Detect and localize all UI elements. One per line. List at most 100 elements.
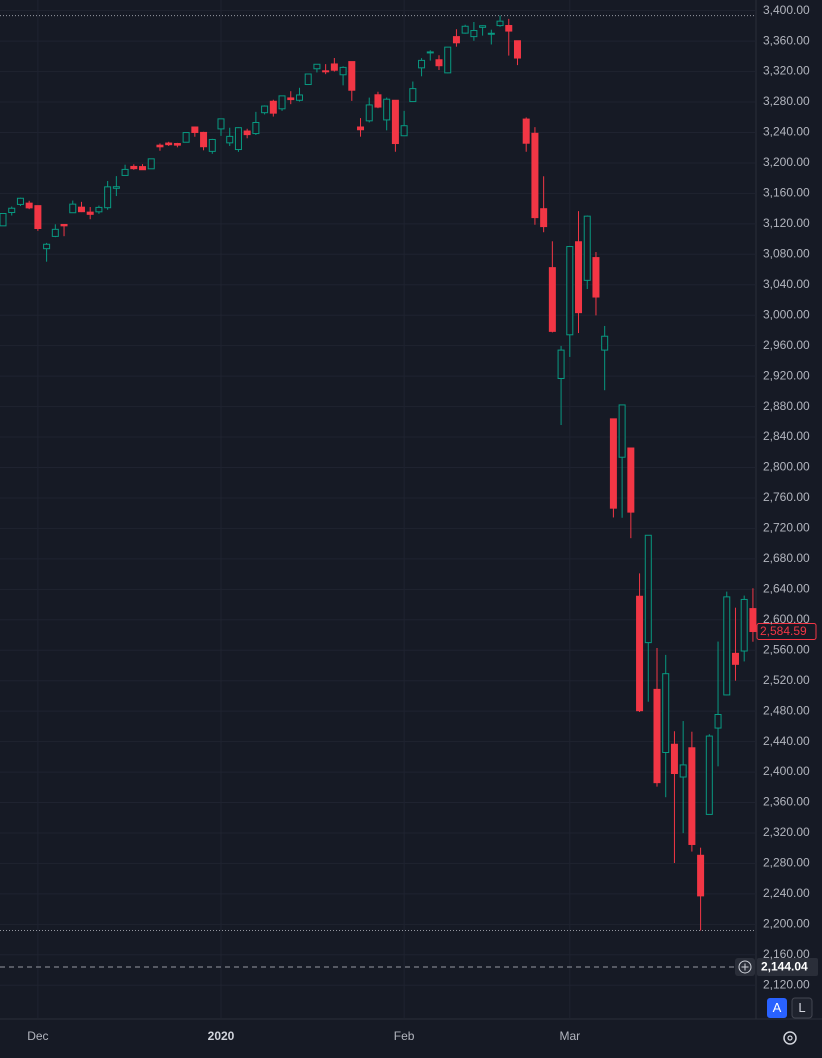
y-tick-label: 3,120.00 [763,216,810,230]
y-tick-label: 2,160.00 [763,947,810,961]
y-tick-label: 2,240.00 [763,886,810,900]
y-tick-label: 3,360.00 [763,33,810,47]
candle-body [444,46,452,74]
candle-body [339,66,347,76]
y-tick-label: 3,320.00 [763,64,810,78]
candle-body [688,747,696,845]
y-tick-label: 2,520.00 [763,673,810,687]
y-tick-label: 2,960.00 [763,338,810,352]
candle-body [566,246,574,336]
candle-body [749,608,757,633]
candle-body [25,202,33,209]
crosshair-price-box [757,957,818,976]
candle-body [322,70,330,73]
candle-body [243,130,251,136]
y-tick-label: 2,400.00 [763,764,810,778]
candle-body [95,206,103,213]
x-tick-label: 2020 [208,1029,235,1043]
candle-body [383,98,391,121]
candle-body [426,51,434,54]
candle-body [644,534,652,644]
y-tick-label: 2,800.00 [763,460,810,474]
candle-body [391,99,399,145]
candle-body [496,20,504,27]
candle-body [365,104,373,122]
candle-body [182,132,190,143]
candle-body [583,215,591,281]
candle-body [374,94,382,108]
candle-body [200,131,208,148]
candle-body [522,118,530,144]
candle-body [540,208,548,228]
candle-body [400,125,408,137]
y-tick-label: 2,120.00 [763,977,810,991]
candle-body [653,688,661,784]
y-tick-label: 2,200.00 [763,917,810,931]
y-tick-label: 2,880.00 [763,399,810,413]
y-tick-label: 2,760.00 [763,490,810,504]
candle-body [452,36,460,44]
x-tick-label: Dec [27,1029,48,1043]
candle-body [261,105,269,114]
x-tick-label: Feb [394,1029,415,1043]
candle-body [313,63,321,70]
y-tick-label: 2,360.00 [763,795,810,809]
candle-body [531,132,539,219]
candle-body [662,673,670,753]
candle-body [130,165,138,170]
y-tick-label: 2,440.00 [763,734,810,748]
candle-body [575,241,583,314]
auto-scale-button[interactable] [767,998,787,1018]
candle-body [487,32,495,35]
candle-body [636,595,644,712]
candle-body [618,404,626,458]
candles [0,15,757,931]
candle-body [287,97,295,101]
y-tick-label: 2,320.00 [763,825,810,839]
y-tick-label: 2,600.00 [763,612,810,626]
settings-icon [783,1031,797,1045]
auto-scale-label: A [773,1000,782,1015]
candle-body [609,418,617,509]
candle-body [269,100,277,114]
candle-body [304,73,312,86]
y-tick-label: 3,240.00 [763,125,810,139]
grid [0,0,756,1018]
candle-body [217,118,225,130]
candle-body [627,447,635,513]
candle-body [86,211,94,215]
candle-body [0,212,7,227]
candle-body [714,714,722,729]
candle-body [34,205,42,229]
settings-button[interactable] [783,1031,797,1045]
log-scale-button[interactable] [791,997,813,1019]
candle-body [505,25,513,32]
candle-body [173,143,181,146]
y-tick-label: 2,560.00 [763,642,810,656]
y-tick-label: 3,000.00 [763,307,810,321]
candle-body [147,158,155,170]
settings-icon-center [787,1035,793,1041]
y-tick-label: 3,160.00 [763,186,810,200]
y-tick-label: 2,920.00 [763,368,810,382]
candle-body [409,88,417,103]
candle-body [191,126,199,133]
candle-body [697,854,705,897]
y-tick-label: 2,720.00 [763,521,810,535]
candle-body [43,243,51,250]
y-tick-label: 2,680.00 [763,551,810,565]
candle-body [16,197,24,205]
candle-body [234,127,242,151]
candle-body [679,764,687,778]
candle-body [330,63,338,71]
candle-body [348,61,356,91]
y-tick-label: 2,840.00 [763,429,810,443]
candle-body [252,122,260,135]
y-tick-label: 2,480.00 [763,703,810,717]
candle-body [601,335,609,351]
candle-body [740,598,748,652]
y-tick-label: 2,280.00 [763,856,810,870]
candle-body [461,25,469,34]
candle-body [104,186,112,209]
crosshair-plus [741,963,749,971]
